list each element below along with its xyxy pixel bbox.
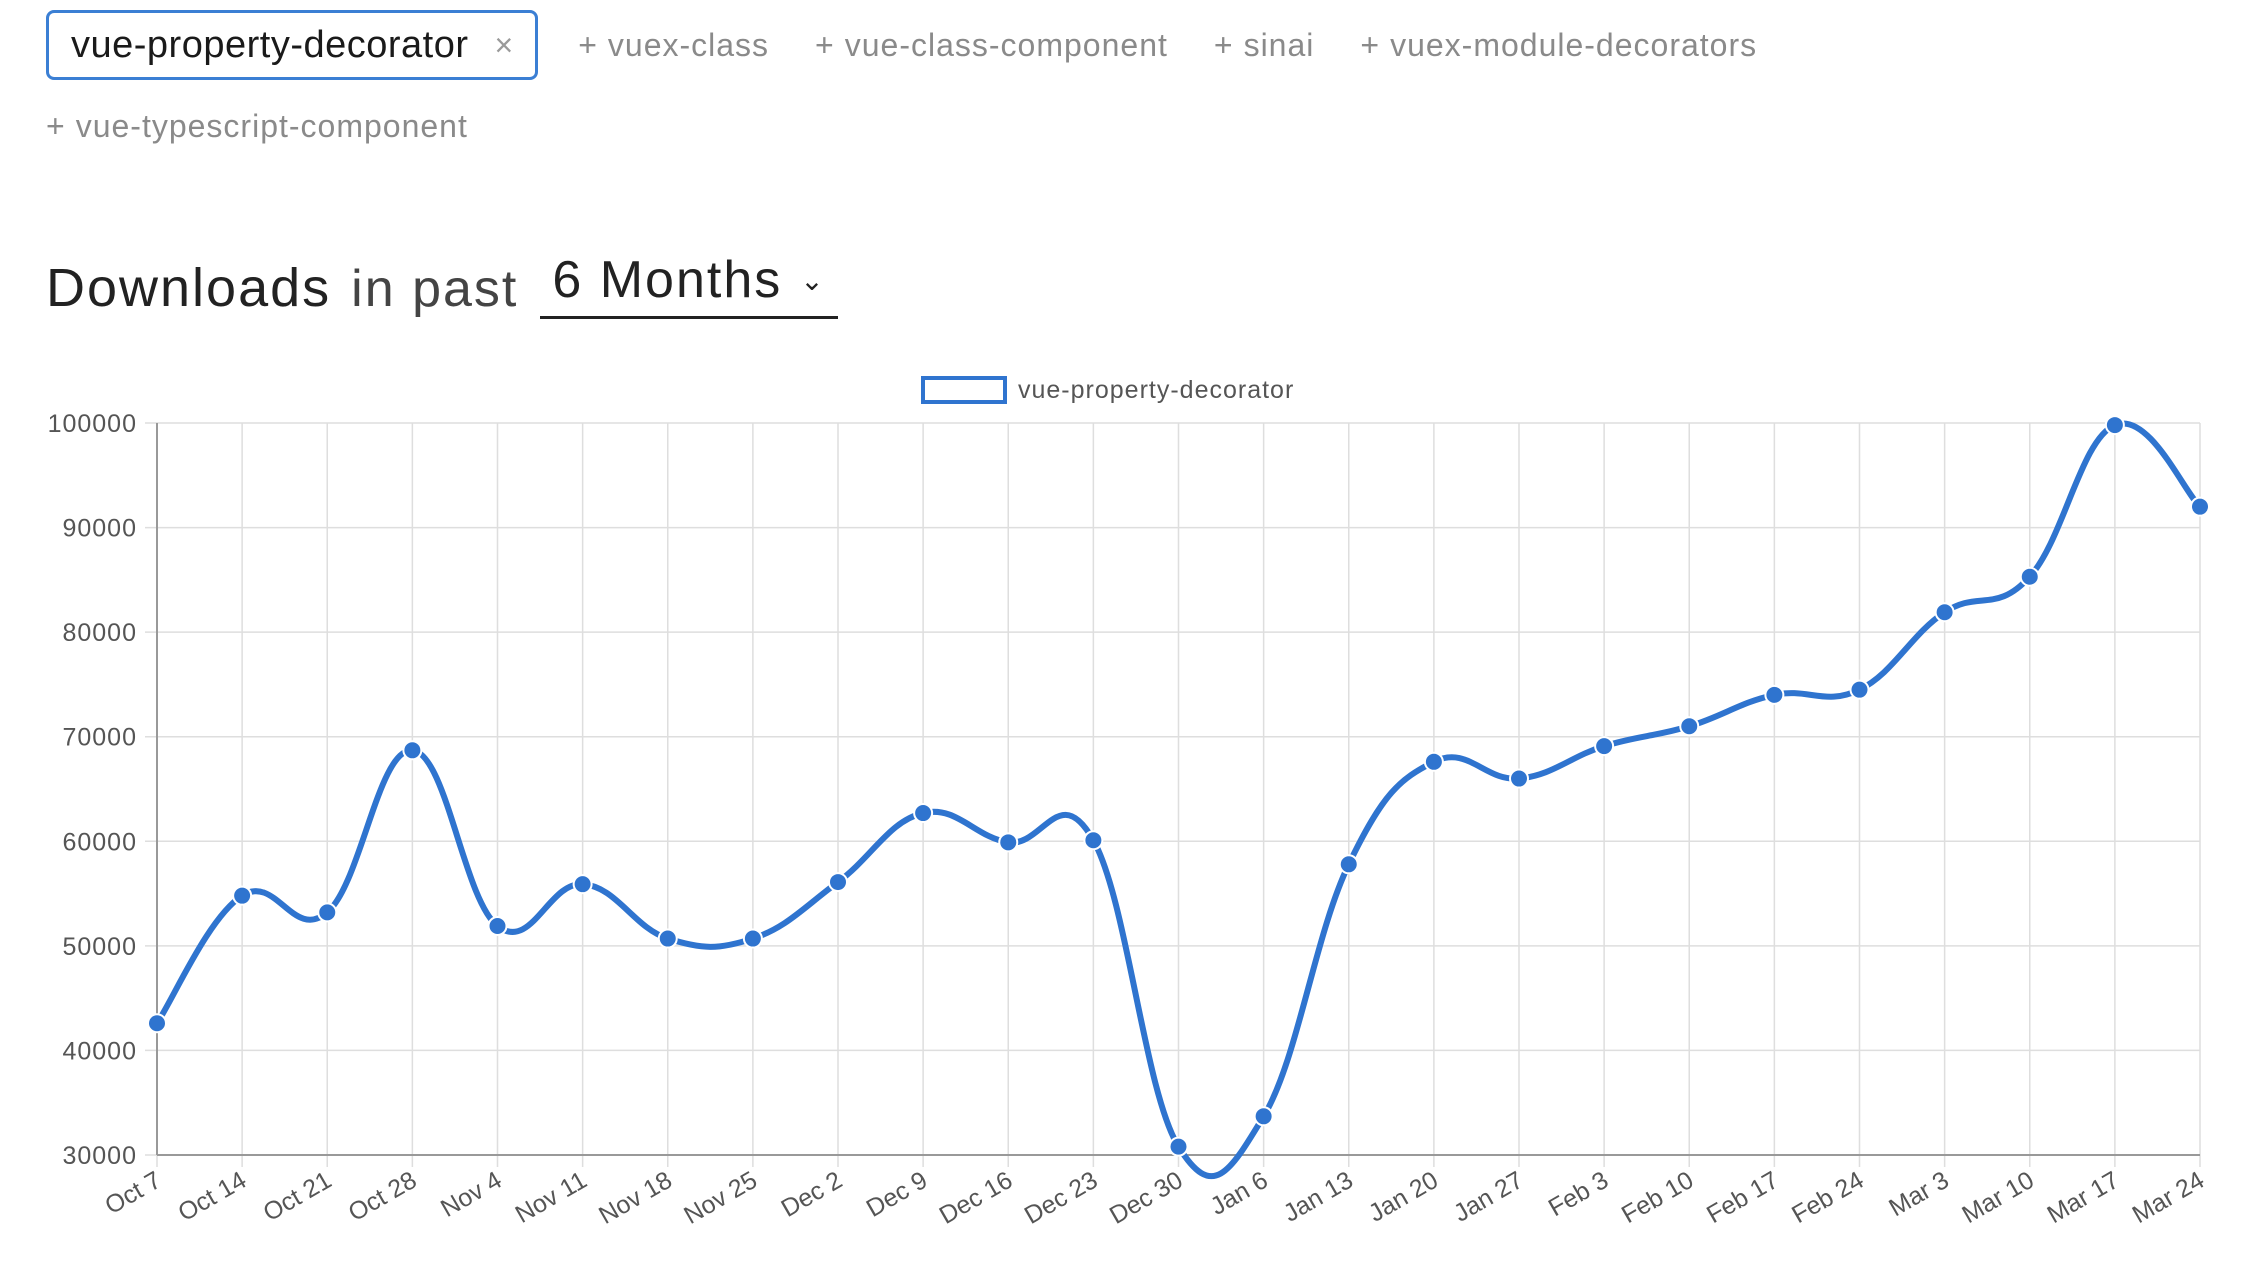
x-tick-label: Dec 9	[862, 1166, 933, 1223]
y-tick-label: 40000	[62, 1037, 137, 1065]
suggest-package-label: vuex-module-decorators	[1390, 27, 1758, 63]
x-tick-label: Oct 14	[173, 1166, 251, 1227]
data-point	[657, 928, 678, 949]
y-tick-label: 30000	[62, 1142, 137, 1170]
x-tick-label: Jan 27	[1449, 1166, 1528, 1228]
suggest-package-vue-typescript-component[interactable]: + vue-typescript-component	[46, 102, 468, 150]
x-tick-label: Dec 2	[776, 1166, 847, 1223]
x-tick-label: Dec 30	[1105, 1166, 1188, 1230]
suggest-package-sinai[interactable]: + sinai	[1214, 10, 1315, 80]
data-point	[1168, 1136, 1189, 1157]
data-point	[742, 928, 763, 949]
data-point	[487, 915, 508, 936]
x-tick-label: Nov 25	[679, 1166, 762, 1230]
x-tick-label: Oct 28	[344, 1166, 422, 1227]
data-point	[1423, 751, 1444, 772]
x-tick-label: Mar 17	[2042, 1166, 2123, 1229]
chevron-down-icon: ⌄	[800, 264, 826, 296]
period-value: 6 Months	[552, 251, 783, 309]
legend-label: vue-property-decorator	[1018, 376, 1294, 404]
legend-swatch	[921, 376, 1007, 404]
downloads-heading: Downloads in past 6 Months ⌄	[46, 250, 838, 319]
y-tick-label: 80000	[62, 619, 137, 647]
y-tick-label: 100000	[48, 410, 137, 438]
x-tick-label: Feb 17	[1702, 1166, 1783, 1229]
data-point	[402, 740, 423, 761]
heading-title: Downloads	[46, 258, 332, 318]
x-tick-label: Jan 20	[1364, 1166, 1443, 1228]
data-point	[1509, 768, 1529, 789]
data-point	[1253, 1106, 1274, 1127]
data-point	[1679, 716, 1700, 737]
suggest-package-label: vue-typescript-component	[75, 108, 468, 144]
plus-icon: +	[1213, 27, 1234, 63]
x-tick-label: Jan 13	[1279, 1166, 1358, 1228]
data-point	[1083, 830, 1104, 851]
x-tick-label: Dec 23	[1020, 1166, 1103, 1230]
data-point	[1338, 854, 1359, 875]
x-tick-label: Mar 10	[1957, 1166, 2038, 1229]
data-point	[1849, 679, 1870, 700]
y-tick-label: 90000	[62, 515, 137, 543]
plus-icon: +	[578, 27, 598, 63]
data-point	[147, 1013, 167, 1034]
x-tick-label: Dec 16	[935, 1166, 1018, 1230]
x-tick-label: Nov 18	[594, 1166, 677, 1230]
data-point	[2190, 496, 2210, 517]
suggest-package-label: vuex-class	[607, 27, 770, 63]
suggest-package-vuex-module-decorators[interactable]: + vuex-module-decorators	[1360, 10, 1757, 80]
x-tick-label: Oct 21	[258, 1166, 336, 1227]
x-tick-label: Nov 11	[511, 1166, 592, 1229]
data-point	[2104, 415, 2125, 436]
x-tick-label: Feb 3	[1544, 1166, 1613, 1222]
active-package-chip[interactable]: vue-property-decorator ×	[46, 10, 539, 80]
period-dropdown[interactable]: 6 Months ⌄	[540, 250, 838, 319]
suggest-package-label: sinai	[1243, 27, 1315, 63]
data-point	[1594, 736, 1615, 757]
data-point	[998, 832, 1019, 853]
active-package-name: vue-property-decorator	[71, 23, 469, 66]
suggest-package-vuex-class[interactable]: + vuex-class	[578, 10, 769, 80]
y-tick-label: 60000	[62, 828, 137, 856]
x-tick-label: Oct 7	[100, 1166, 166, 1220]
data-point	[232, 885, 253, 906]
data-point	[828, 872, 848, 893]
data-point	[572, 874, 593, 895]
data-point	[2019, 566, 2040, 587]
close-icon[interactable]: ×	[494, 26, 514, 63]
y-tick-label: 70000	[62, 724, 137, 752]
downloads-chart: 30000 40000 50000 60000 70000 80000 90000 10000…	[48, 376, 2210, 1230]
suggest-package-vue-class-component[interactable]: + vue-class-component	[815, 10, 1168, 80]
x-tick-label: Mar 3	[1884, 1166, 1953, 1222]
plus-icon: +	[815, 27, 835, 63]
heading-subtitle: in past	[351, 260, 519, 318]
data-point	[1764, 684, 1785, 705]
y-tick-label: 50000	[62, 933, 137, 961]
package-selector: vue-property-decorator × + vuex-class + vu…	[46, 10, 2206, 150]
data-point	[913, 803, 934, 824]
plus-icon: +	[46, 108, 66, 144]
data-point	[1934, 602, 1955, 623]
plus-icon: +	[1360, 27, 1381, 63]
data-point	[317, 902, 338, 923]
x-tick-label: Mar 24	[2128, 1166, 2209, 1229]
x-tick-label: Feb 10	[1617, 1166, 1698, 1229]
suggest-package-label: vue-class-component	[844, 27, 1168, 63]
x-tick-label: Feb 24	[1787, 1166, 1868, 1229]
x-tick-label: Nov 4	[436, 1166, 507, 1223]
